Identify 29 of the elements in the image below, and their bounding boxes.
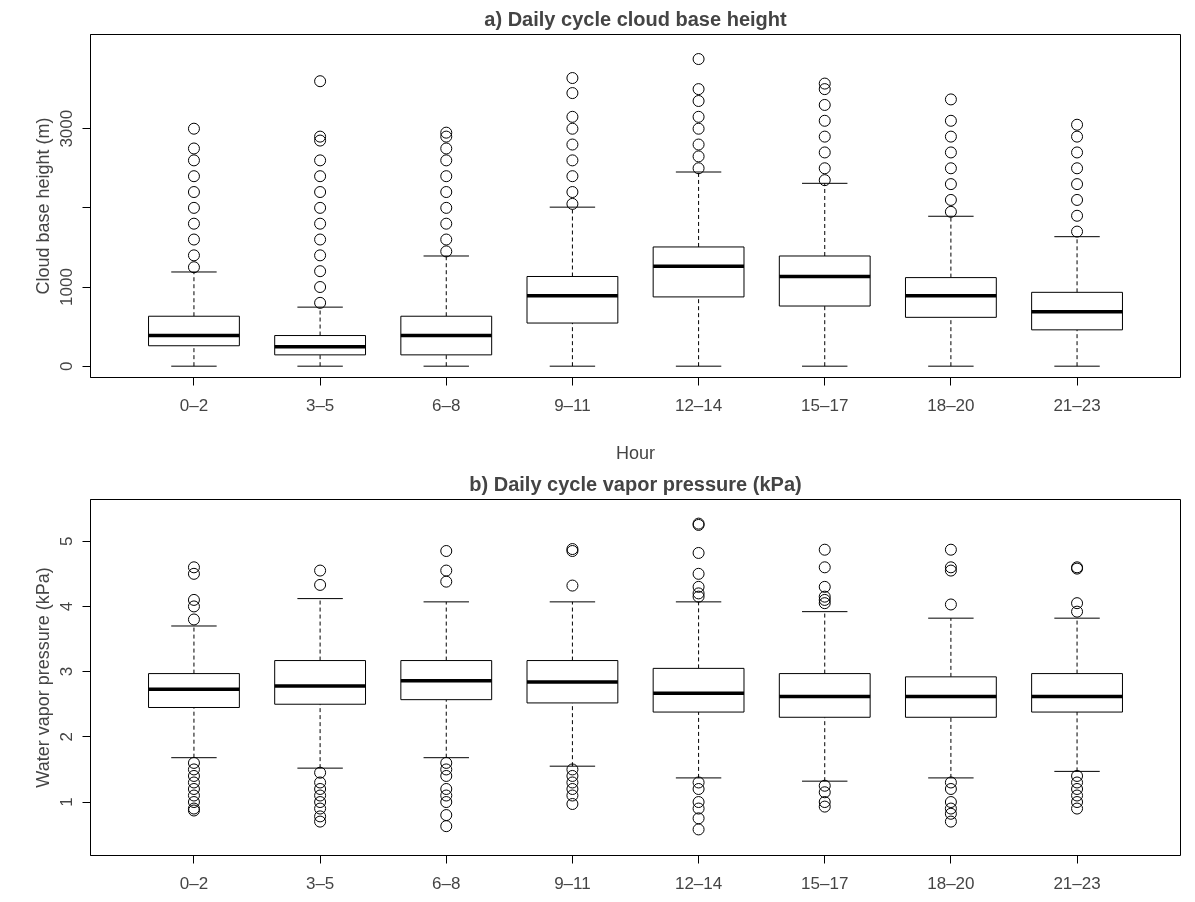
x-tick-label: 9–11 (554, 873, 591, 893)
x-tick-label: 3–5 (305, 873, 335, 893)
y-tick-label: 1000 (57, 268, 77, 306)
y-tick-label: 3000 (57, 109, 77, 148)
x-tick-label: 6–8 (432, 395, 461, 415)
x-axis-title: Hour (615, 442, 656, 463)
x-tick-label: 18–20 (927, 873, 975, 893)
x-tick-label: 6–8 (432, 873, 461, 893)
x-tick-label: 15–17 (801, 873, 849, 893)
chart-title: b) Daily cycle vapor pressure (kPa) (469, 472, 802, 495)
y-tick-label: 2 (57, 732, 77, 742)
x-tick-label: 12–14 (674, 873, 723, 893)
y-tick-label: 0 (57, 361, 77, 371)
x-tick-label: 0–2 (179, 873, 209, 893)
y-axis-title: Cloud base height (m) (32, 117, 53, 295)
x-tick-label: 3–5 (305, 395, 335, 415)
x-tick-label: 12–14 (674, 395, 723, 415)
x-tick-label: 15–17 (801, 395, 849, 415)
x-tick-label: 18–20 (927, 395, 975, 415)
chart-title: a) Daily cycle cloud base height (484, 7, 787, 30)
y-tick-label: 3 (57, 666, 77, 677)
y-tick-label: 4 (57, 601, 77, 612)
x-tick-label: 0–2 (179, 395, 209, 415)
x-tick-label: 21–23 (1053, 873, 1101, 893)
y-tick-label: 1 (57, 797, 77, 807)
x-tick-label: 21–23 (1053, 395, 1101, 415)
y-axis-title: Water vapor pressure (kPa) (32, 567, 53, 788)
x-tick-label: 9–11 (554, 395, 591, 415)
y-tick-label: 5 (57, 536, 77, 546)
